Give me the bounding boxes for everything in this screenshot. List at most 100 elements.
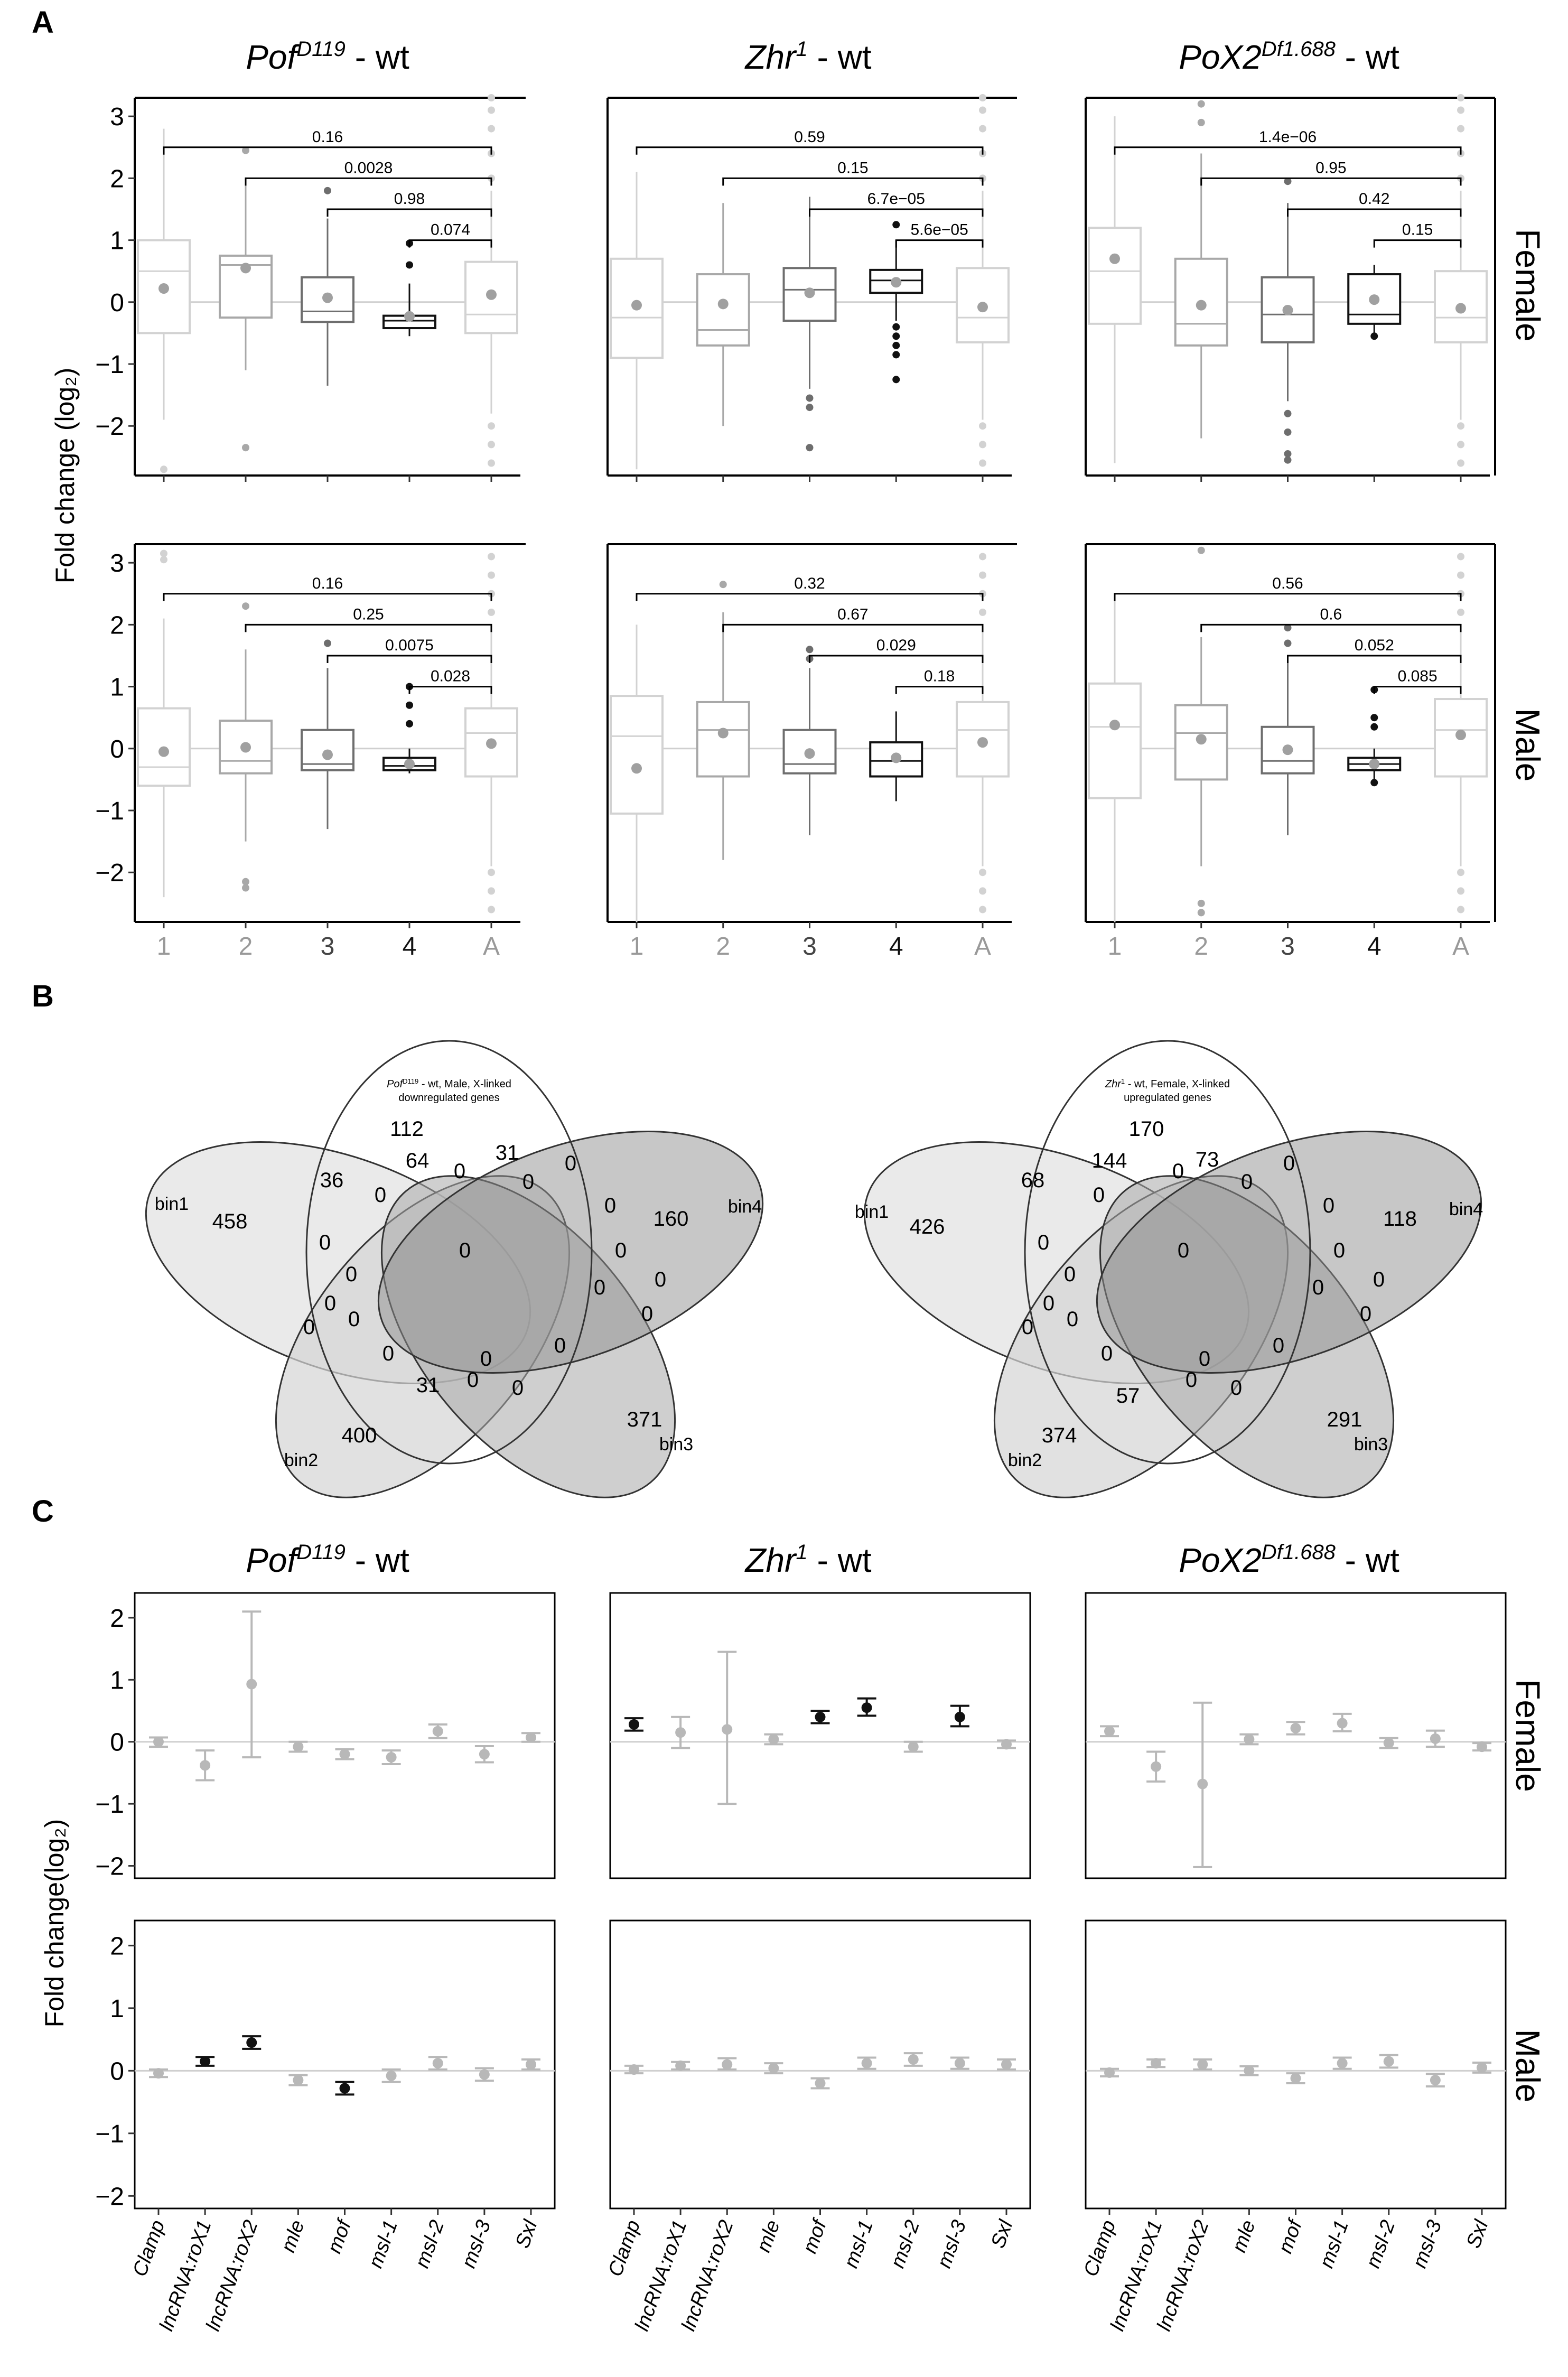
venn-zero-count: 0 bbox=[1241, 1170, 1253, 1194]
p-value-label: 0.052 bbox=[1355, 637, 1394, 654]
y-tick-label: 1 bbox=[110, 1666, 124, 1694]
p-value-label: 5.6e−05 bbox=[910, 221, 968, 239]
p-value-label: 0.67 bbox=[837, 605, 868, 623]
outlier-point bbox=[1284, 456, 1292, 464]
y-tick-label: 0 bbox=[110, 1729, 124, 1757]
errorbar-msl-2 bbox=[428, 1723, 447, 1739]
significance-bracket bbox=[636, 593, 984, 601]
mean-point bbox=[1282, 744, 1293, 756]
estimate-point bbox=[629, 2064, 639, 2075]
estimate-point bbox=[954, 1711, 965, 1722]
outlier-point bbox=[1457, 553, 1464, 561]
venn-set-label-bin4: bin4 bbox=[728, 1197, 762, 1217]
outlier-point bbox=[242, 878, 249, 885]
box-1 bbox=[137, 128, 191, 473]
panel-c-title-pof: PofD119 - wt bbox=[246, 1541, 409, 1579]
x-tick-label: A bbox=[1452, 933, 1469, 961]
significance-bracket bbox=[326, 208, 492, 217]
p-value-label: 0.028 bbox=[431, 668, 470, 685]
panel-c-errorbar-plots: 2 1 0 −1 −2 2 1 0 −1 −2 ClamplncRNA:roX1lncRNA:roX… bbox=[95, 1592, 1507, 2334]
estimate-point bbox=[1477, 1741, 1487, 1753]
estimate-point bbox=[386, 1752, 397, 1763]
venn-set-label-bin2: bin2 bbox=[1008, 1450, 1042, 1470]
errorbar-mof bbox=[335, 2081, 354, 2096]
venn-count-bin2: 400 bbox=[342, 1424, 377, 1447]
x-tick-label: Clamp bbox=[1079, 2217, 1120, 2280]
x-tick-label: msl-2 bbox=[1362, 2217, 1399, 2271]
errorbar-lncRNA:roX2 bbox=[242, 2035, 262, 2050]
venn-zero-count: 0 bbox=[1067, 1308, 1078, 1331]
significance-bracket bbox=[163, 146, 492, 155]
p-value-label: 0.029 bbox=[876, 637, 916, 654]
outlier-point bbox=[324, 187, 331, 194]
mean-point bbox=[1369, 759, 1380, 770]
significance-bracket bbox=[722, 623, 984, 632]
outlier-point bbox=[1284, 409, 1292, 417]
significance-bracket bbox=[408, 686, 492, 694]
panel-frame bbox=[609, 1919, 1031, 2210]
significance-bracket bbox=[245, 623, 492, 632]
box-body bbox=[696, 273, 750, 347]
box-1 bbox=[610, 172, 664, 470]
p-value-label: 0.074 bbox=[431, 221, 470, 239]
p-value-label: 0.15 bbox=[1402, 221, 1433, 239]
venn-count-bin3: 371 bbox=[627, 1408, 662, 1431]
estimate-point bbox=[200, 2056, 211, 2067]
errorbar-mle bbox=[1239, 1733, 1259, 1746]
venn-zero-count: 0 bbox=[467, 1368, 479, 1392]
y-tick-label: 1 bbox=[110, 1995, 124, 2023]
estimate-point bbox=[768, 2063, 779, 2074]
outlier-point bbox=[1457, 869, 1464, 877]
p-value-label: 0.42 bbox=[1359, 190, 1389, 208]
errorbar-Clamp bbox=[1100, 2067, 1119, 2078]
venn-count-bin2: 374 bbox=[1042, 1424, 1077, 1447]
significance-bracket bbox=[722, 177, 984, 186]
p-value-label: 0.59 bbox=[794, 128, 825, 146]
estimate-point bbox=[629, 1719, 639, 1730]
mean-point bbox=[240, 742, 251, 753]
outlier-point bbox=[1457, 125, 1464, 133]
venn-zero-count: 0 bbox=[1230, 1376, 1242, 1400]
panel-c-strip-female: Female bbox=[1509, 1679, 1547, 1792]
estimate-point bbox=[722, 1724, 733, 1735]
box-4 bbox=[382, 239, 436, 337]
venn-zero-count: 0 bbox=[480, 1347, 492, 1371]
box-1 bbox=[1088, 116, 1142, 463]
panel-frame bbox=[134, 1592, 556, 1879]
outlier-point bbox=[406, 720, 413, 728]
outlier-point bbox=[160, 465, 167, 473]
mean-point bbox=[717, 299, 729, 310]
estimate-point bbox=[1477, 2062, 1487, 2073]
outlier-point bbox=[979, 106, 986, 114]
errorbar-msl-2 bbox=[1379, 2054, 1398, 2069]
p-value-label: 0.32 bbox=[794, 575, 825, 592]
outlier-point bbox=[979, 441, 986, 449]
estimate-point bbox=[815, 2078, 826, 2089]
significance-bracket bbox=[1373, 686, 1462, 694]
venn-zero-count: 0 bbox=[1038, 1231, 1049, 1254]
outlier-point bbox=[488, 571, 495, 579]
outlier-point bbox=[1457, 106, 1464, 114]
outlier-point bbox=[1284, 639, 1292, 647]
errorbar-panel: 2 1 0 −1 −2 bbox=[95, 1592, 556, 1881]
venn-zero-count: 0 bbox=[1101, 1342, 1113, 1365]
mean-point bbox=[1455, 730, 1466, 741]
estimate-point bbox=[526, 1732, 536, 1743]
venn-zero-count: 0 bbox=[1199, 1347, 1210, 1371]
significance-bracket bbox=[1287, 655, 1462, 663]
significance-bracket bbox=[636, 146, 984, 155]
venn-zero-count: 0 bbox=[641, 1302, 653, 1326]
box-2 bbox=[696, 581, 750, 860]
significance-bracket bbox=[163, 593, 492, 601]
outlier-point bbox=[1284, 428, 1292, 436]
p-value-label: 0.25 bbox=[353, 605, 384, 623]
panel-letter-b: B bbox=[32, 979, 54, 1013]
panel-a-boxplots: 3210−1−20.160.00280.980.0740.590.156.7e−… bbox=[95, 94, 1496, 961]
box-2 bbox=[696, 203, 750, 426]
p-value-label: 0.98 bbox=[394, 190, 425, 208]
estimate-point bbox=[861, 2058, 872, 2069]
panel-a-strip-male: Male bbox=[1509, 709, 1547, 782]
significance-bracket bbox=[1287, 208, 1462, 217]
venn-zero-count: 0 bbox=[319, 1231, 331, 1254]
